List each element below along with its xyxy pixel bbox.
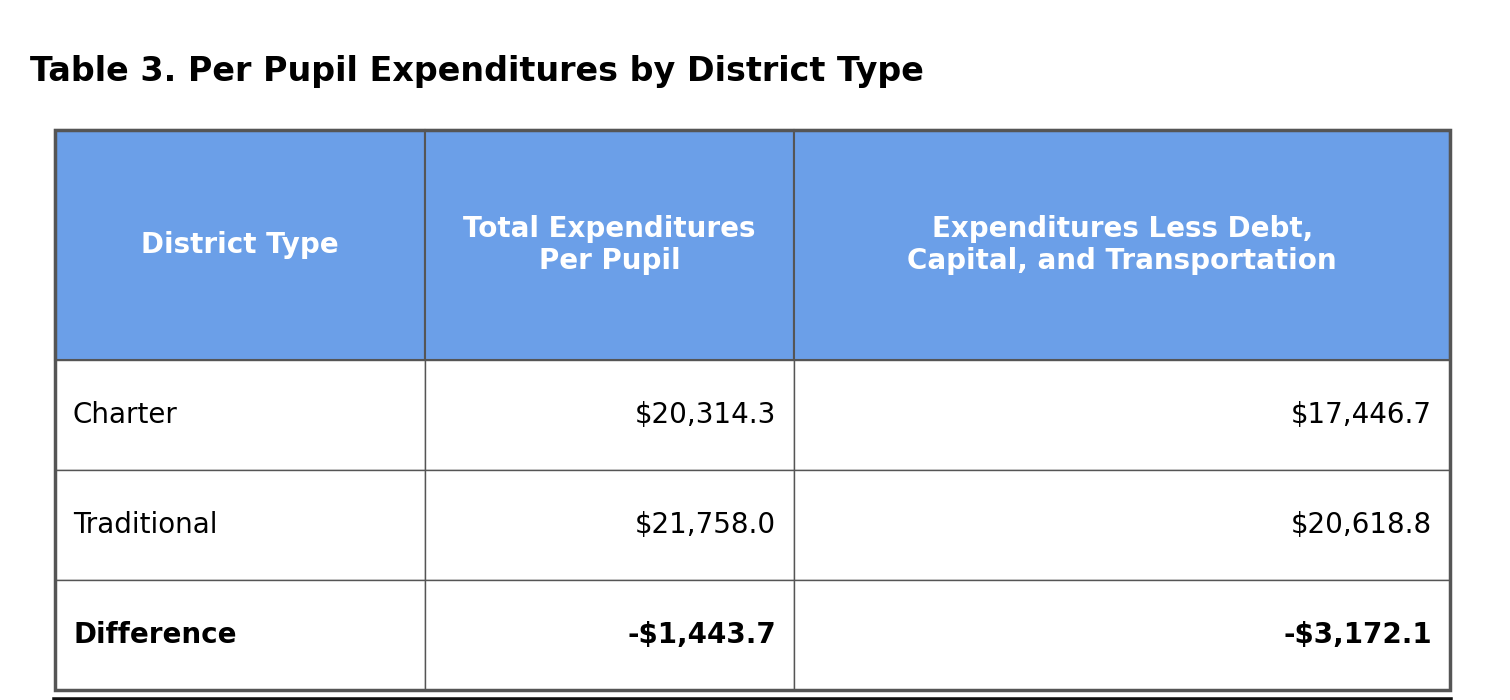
Bar	[54, 580, 424, 690]
Bar	[794, 580, 1450, 690]
Bar	[424, 580, 794, 690]
Bar	[424, 360, 794, 470]
Bar	[794, 130, 1450, 360]
Bar	[794, 470, 1450, 580]
Bar	[54, 470, 424, 580]
Text: Traditional: Traditional	[72, 511, 217, 539]
Text: Table 3. Per Pupil Expenditures by District Type: Table 3. Per Pupil Expenditures by Distr…	[30, 55, 924, 88]
Text: -$1,443.7: -$1,443.7	[628, 621, 776, 649]
Bar	[54, 360, 424, 470]
Bar	[54, 130, 1450, 690]
Text: $20,314.3: $20,314.3	[636, 401, 776, 429]
Text: $17,446.7: $17,446.7	[1291, 401, 1431, 429]
Text: Charter: Charter	[72, 401, 178, 429]
Text: $21,758.0: $21,758.0	[636, 511, 776, 539]
Text: District Type: District Type	[140, 231, 338, 259]
Bar	[424, 130, 794, 360]
Text: -$3,172.1: -$3,172.1	[1284, 621, 1431, 649]
Bar	[54, 130, 424, 360]
Text: Expenditures Less Debt,
Capital, and Transportation: Expenditures Less Debt, Capital, and Tra…	[908, 215, 1336, 275]
Bar	[794, 360, 1450, 470]
Text: $20,618.8: $20,618.8	[1291, 511, 1431, 539]
Text: A: A	[982, 236, 1305, 640]
Text: Total Expenditures
Per Pupil: Total Expenditures Per Pupil	[464, 215, 757, 275]
Bar	[424, 470, 794, 580]
Text: Difference: Difference	[72, 621, 237, 649]
